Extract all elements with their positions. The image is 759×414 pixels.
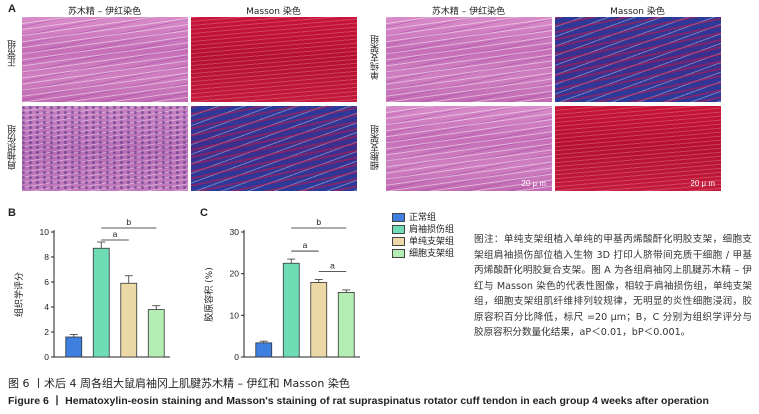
- chart-b-ytick-label-4: 8: [44, 252, 49, 262]
- chart-b-bar-3: [147, 309, 165, 358]
- panel-label-a: A: [8, 3, 16, 15]
- column-title-he-left: 苏木精 – 伊红染色: [67, 7, 142, 17]
- micrograph-normal-masson: [191, 17, 357, 102]
- micrograph-scaffold-masson: [555, 17, 721, 102]
- chart-c-bar-1: [282, 262, 300, 358]
- figure-note: 图注：单纯支架组植入单纯的甲基丙烯酸酐化明胶支架，细胞支架组肩袖损伤部位植入生物…: [474, 234, 752, 338]
- legend-swatch-cell-scaffold: [392, 249, 405, 258]
- row-label-cell-scaffold: 细胞支架组: [371, 125, 381, 170]
- chart-c-sig-label-0: a: [303, 240, 308, 250]
- chart-c-ytick-label-3: 30: [230, 227, 240, 237]
- chart-c-ylabel: 胶原容积 (%): [203, 267, 215, 321]
- chart-c-bar-3: [337, 292, 355, 358]
- row-label-normal: 正常组: [8, 40, 18, 67]
- micrograph-injury-masson: [191, 106, 357, 191]
- chart-b-ytick-label-0: 0: [44, 352, 49, 362]
- chart-c-sig-label-2: b: [316, 217, 321, 227]
- chart-c-ytick-label-1: 10: [230, 310, 240, 320]
- legend-swatch-scaffold: [392, 237, 405, 246]
- legend-item-normal: 正常组: [392, 210, 436, 223]
- legend-swatch-injury: [392, 225, 405, 234]
- panel-label-b: B: [8, 207, 16, 219]
- scale-bar-label-he: 20 μ m: [521, 179, 546, 188]
- micrograph-scaffold-he: [386, 17, 552, 102]
- chart-c-bar-0: [255, 342, 273, 358]
- chart-c-sig-label-1: a: [330, 261, 335, 271]
- column-title-he-right: 苏木精 – 伊红染色: [431, 7, 506, 17]
- figure-caption-en: Figure 6 丨 Hematoxylin-eosin staining an…: [8, 395, 709, 407]
- chart-c-bar-2: [310, 282, 328, 358]
- legend-item-cell-scaffold: 细胞支架组: [392, 246, 454, 259]
- chart-b-sig-label-1: b: [126, 217, 131, 227]
- legend-item-scaffold: 单纯支架组: [392, 234, 454, 247]
- legend-item-injury: 肩袖损伤组: [392, 222, 454, 235]
- row-label-rotator-cuff-injury: 肩袖损伤组: [8, 125, 18, 170]
- chart-b-ytick-label-3: 6: [44, 277, 49, 287]
- micrograph-normal-he: [22, 17, 188, 102]
- chart-collagen-volume: 0 10 20 30 胶原容积 (%) a a b: [203, 217, 360, 362]
- figure-caption-zh: 图 6 丨术后 4 周各组大鼠肩袖冈上肌腱苏木精 – 伊红和 Masson 染色: [8, 377, 350, 390]
- chart-b-ylabel: 组织学评分: [13, 272, 25, 317]
- chart-b-bar-1: [92, 247, 110, 358]
- chart-b-bar-0: [65, 336, 83, 358]
- chart-b-ytick-label-5: 10: [40, 227, 50, 237]
- panel-label-c: C: [200, 207, 208, 219]
- column-title-masson-right: Masson 染色: [610, 7, 665, 17]
- chart-b-bar-2: [120, 282, 138, 358]
- scale-bar-label-masson: 20 μ m: [690, 179, 715, 188]
- legend: 正常组 肩袖损伤组 单纯支架组 细胞支架组: [392, 210, 492, 266]
- row-label-scaffold-only: 单纯支架组: [371, 35, 381, 80]
- micrograph-cell-scaffold-he: 20 μ m: [386, 106, 552, 191]
- chart-histological-score: 0 2 4 6 8 10 组织学评分 ab: [13, 217, 170, 362]
- micrograph-cell-scaffold-masson: 20 μ m: [555, 106, 721, 191]
- chart-b-sig-label-0: a: [113, 229, 118, 239]
- legend-swatch-normal: [392, 213, 405, 222]
- chart-b-ytick-label-2: 4: [44, 302, 49, 312]
- chart-c-ytick-label-0: 0: [234, 352, 239, 362]
- chart-b-ytick-label-1: 2: [44, 327, 49, 337]
- column-title-masson-left: Masson 染色: [246, 7, 301, 17]
- chart-c-ytick-label-2: 20: [230, 269, 240, 279]
- micrograph-injury-he: [22, 106, 188, 191]
